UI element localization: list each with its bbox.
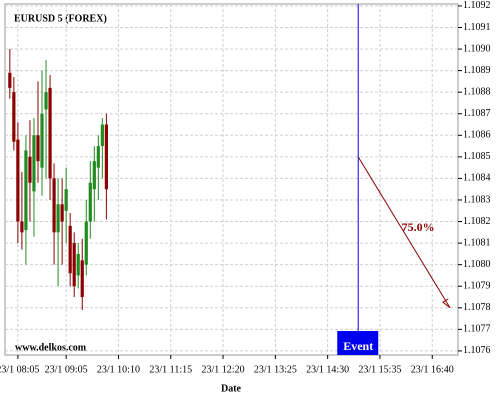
- y-tick-label: 1.1084: [463, 173, 491, 184]
- y-tick-label: 1.1085: [463, 151, 491, 162]
- x-axis-label: Date: [221, 383, 242, 394]
- y-tick-label: 1.1088: [463, 86, 491, 97]
- candle-body: [64, 189, 68, 211]
- y-tick-label: 1.1082: [463, 216, 491, 227]
- forecast-arrow: [357, 156, 451, 309]
- candle-body: [92, 161, 96, 190]
- candle-body: [16, 139, 20, 222]
- y-tick-label: 1.1089: [463, 65, 491, 76]
- candle-body: [104, 124, 108, 190]
- y-tick-label: 1.1076: [463, 345, 491, 356]
- y-tick-label: 1.1079: [463, 281, 491, 292]
- x-tick-label: 23/1 12:20: [202, 364, 245, 375]
- candle-body: [32, 135, 36, 192]
- chart-title: EURUSD 5 (FOREX): [14, 13, 107, 24]
- y-tick-label: 1.1090: [463, 43, 491, 54]
- event-box: [337, 331, 379, 355]
- y-tick-label: 1.1081: [463, 237, 491, 248]
- candle-body: [20, 221, 24, 233]
- event-label: Event: [343, 339, 373, 353]
- y-tick-label: 1.1091: [463, 22, 491, 33]
- arrow-head: [442, 298, 451, 309]
- y-tick-label: 1.1080: [463, 259, 491, 270]
- x-tick-label: 23/1 11:15: [149, 364, 192, 375]
- candle-body: [24, 150, 28, 231]
- candle-body: [68, 225, 72, 274]
- candle-body: [84, 221, 88, 265]
- y-tick-label: 1.1083: [463, 194, 491, 205]
- candle-body: [36, 135, 40, 162]
- x-tick-label: 23/1 15:35: [358, 364, 401, 375]
- x-tick-label: 23/1 14:30: [306, 364, 349, 375]
- candle-body: [12, 92, 16, 142]
- candle-body: [28, 156, 32, 183]
- candle-body: [80, 260, 84, 298]
- y-tick-label: 1.1086: [463, 130, 491, 141]
- candle-body: [76, 253, 80, 276]
- forecast-label: 75.0%: [402, 220, 435, 234]
- y-tick-label: 1.1087: [463, 108, 491, 119]
- x-tick-label: 23/1 08:05: [0, 364, 39, 375]
- candle-body: [88, 182, 92, 222]
- candle-body: [60, 204, 64, 222]
- candle-body: [56, 204, 60, 233]
- x-tick-label: 23/1 10:10: [97, 364, 140, 375]
- watermark: www.delkos.com: [15, 342, 87, 353]
- candle-body: [48, 87, 52, 179]
- candle-body: [44, 92, 48, 110]
- candle-body: [72, 243, 76, 287]
- x-tick-label: 23/1 13:25: [254, 364, 297, 375]
- y-tick-label: 1.1077: [463, 324, 491, 335]
- candle-body: [8, 72, 12, 88]
- candle-body: [96, 146, 100, 168]
- x-tick-label: 23/1 09:05: [45, 364, 88, 375]
- y-tick-label: 1.1078: [463, 302, 491, 313]
- y-tick-label: 1.1092: [463, 0, 491, 11]
- x-tick-label: 23/1 16:40: [411, 364, 454, 375]
- plot-frame: [4, 3, 459, 356]
- candle-body: [40, 113, 44, 168]
- candle-body: [100, 124, 104, 147]
- candle-body: [52, 178, 56, 233]
